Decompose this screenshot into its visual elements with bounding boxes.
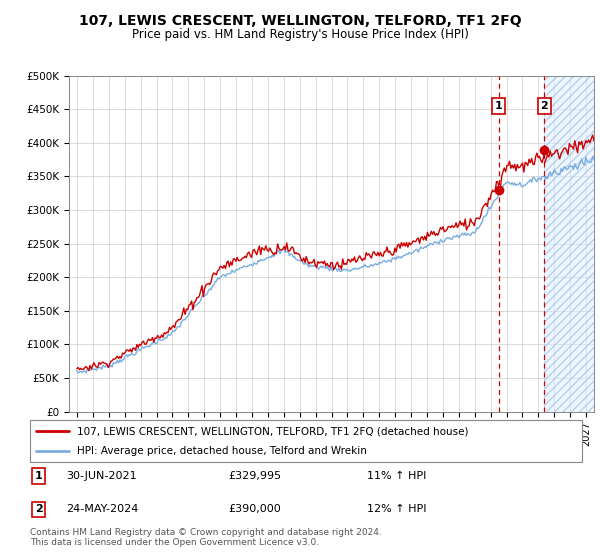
- FancyBboxPatch shape: [30, 420, 582, 462]
- Text: 1: 1: [494, 101, 502, 111]
- Text: HPI: Average price, detached house, Telford and Wrekin: HPI: Average price, detached house, Telf…: [77, 446, 367, 456]
- Text: 11% ↑ HPI: 11% ↑ HPI: [367, 471, 426, 481]
- Text: 107, LEWIS CRESCENT, WELLINGTON, TELFORD, TF1 2FQ: 107, LEWIS CRESCENT, WELLINGTON, TELFORD…: [79, 14, 521, 28]
- Text: 12% ↑ HPI: 12% ↑ HPI: [367, 505, 426, 515]
- Text: Contains HM Land Registry data © Crown copyright and database right 2024.
This d: Contains HM Land Registry data © Crown c…: [30, 528, 382, 547]
- Bar: [544, 76, 594, 412]
- Text: 2: 2: [35, 505, 43, 515]
- Text: 1: 1: [35, 471, 43, 481]
- Text: 107, LEWIS CRESCENT, WELLINGTON, TELFORD, TF1 2FQ (detached house): 107, LEWIS CRESCENT, WELLINGTON, TELFORD…: [77, 426, 469, 436]
- Text: £390,000: £390,000: [229, 505, 281, 515]
- Text: 2: 2: [541, 101, 548, 111]
- Text: £329,995: £329,995: [229, 471, 282, 481]
- Bar: [544, 76, 594, 412]
- Text: 30-JUN-2021: 30-JUN-2021: [66, 471, 137, 481]
- Text: Price paid vs. HM Land Registry's House Price Index (HPI): Price paid vs. HM Land Registry's House …: [131, 28, 469, 41]
- Text: 24-MAY-2024: 24-MAY-2024: [66, 505, 138, 515]
